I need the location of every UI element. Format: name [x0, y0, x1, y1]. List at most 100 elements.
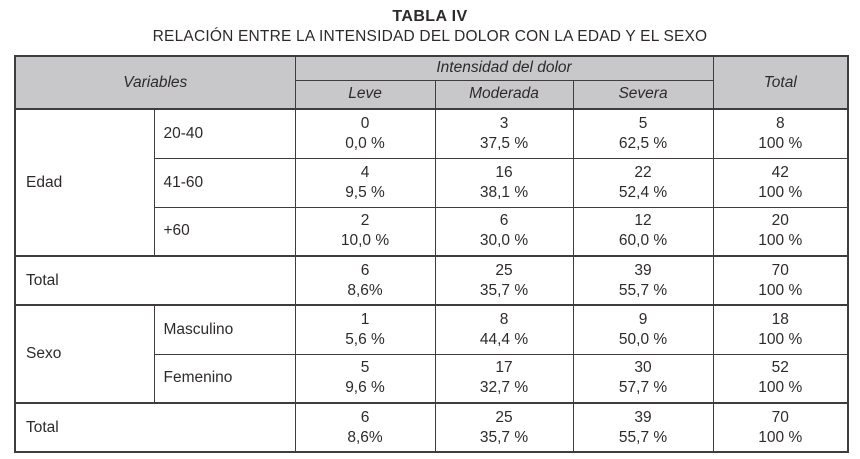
- percent-value: 55,7 %: [618, 428, 668, 446]
- data-cell-moderada: 3 37,5 %: [434, 108, 574, 159]
- count-value: 2: [360, 212, 370, 230]
- data-cell-moderada: 6 30,0 %: [434, 206, 574, 257]
- percent-value: 10,0 %: [340, 232, 390, 250]
- group-label-edad: Edad: [14, 108, 155, 257]
- count-value: 4: [360, 163, 370, 181]
- header-level-leve: Leve: [294, 79, 436, 110]
- percent-value: 57,7 %: [618, 379, 668, 397]
- data-cell-leve: 6 8,6%: [294, 402, 436, 453]
- count-value: 17: [495, 359, 513, 377]
- count-value: 6: [360, 408, 370, 426]
- total-row-label: Total: [14, 402, 296, 453]
- table-row-edad-60plus: +60 2 10,0 % 6 30,0 % 12 60,0 % 20 100 %: [15, 206, 849, 257]
- data-cell-total: 18 100 %: [712, 304, 849, 355]
- count-value: 8: [499, 310, 509, 328]
- data-cell-leve: 1 5,6 %: [294, 304, 436, 355]
- data-cell-total: 70 100 %: [712, 402, 849, 453]
- count-value: 30: [634, 359, 652, 377]
- table-row-total-edad: Total 6 8,6% 25 35,7 % 39 55,7 % 70 100 %: [14, 255, 849, 306]
- count-value: 9: [638, 310, 648, 328]
- percent-value: 100 %: [758, 428, 803, 446]
- data-cell-moderada: 25 35,7 %: [434, 255, 574, 306]
- data-cell-severa: 39 55,7 %: [572, 402, 714, 453]
- data-cell-leve: 4 9,5 %: [294, 157, 436, 208]
- data-cell-moderada: 25 35,7 %: [434, 402, 574, 453]
- header-level-severa: Severa: [572, 79, 714, 110]
- header-level-moderada: Moderada: [434, 79, 574, 110]
- percent-value: 32,7 %: [479, 379, 529, 397]
- data-cell-moderada: 8 44,4 %: [434, 304, 574, 355]
- count-value: 70: [771, 261, 789, 279]
- data-cell-severa: 5 62,5 %: [572, 108, 714, 159]
- percent-value: 8,6%: [347, 428, 383, 446]
- count-value: 6: [499, 212, 509, 230]
- data-cell-moderada: 17 32,7 %: [434, 353, 574, 404]
- table-subtitle: RELACIÓN ENTRE LA INTENSIDAD DEL DOLOR C…: [152, 28, 708, 45]
- count-value: 16: [495, 163, 513, 181]
- count-value: 3: [499, 114, 509, 132]
- data-cell-total: 52 100 %: [712, 353, 849, 404]
- percent-value: 35,7 %: [479, 281, 529, 299]
- crosstab-table: Variables Intensidad del dolor Total Lev…: [14, 55, 850, 453]
- category-cell-41-60: 41-60: [153, 157, 296, 208]
- total-row-label: Total: [14, 255, 296, 306]
- data-cell-total: 8 100 %: [712, 108, 849, 159]
- data-cell-severa: 12 60,0 %: [572, 206, 714, 257]
- header-row-levels: Leve Moderada Severa: [15, 79, 848, 110]
- data-cell-severa: 9 50,0 %: [572, 304, 714, 355]
- count-value: 5: [638, 114, 648, 132]
- percent-value: 60,0 %: [618, 232, 668, 250]
- category-cell-60plus: +60: [153, 206, 296, 257]
- table-row-edad-20-40: Edad 20-40 0 0,0 % 3 37,5 % 5 62,5 % 8 100 %: [14, 108, 849, 257]
- percent-value: 5,6 %: [345, 330, 385, 348]
- header-row-top: Variables Intensidad del dolor Total: [14, 55, 849, 110]
- count-value: 20: [771, 212, 789, 230]
- percent-value: 0,0 %: [345, 134, 385, 152]
- count-value: 12: [634, 212, 652, 230]
- count-value: 52: [771, 359, 789, 377]
- count-value: 1: [360, 310, 370, 328]
- count-value: 25: [495, 408, 513, 426]
- table-row-edad-41-60: 41-60 4 9,5 % 16 38,1 % 22 52,4 % 42 100 %: [15, 157, 849, 208]
- percent-value: 100 %: [758, 183, 803, 201]
- count-value: 0: [360, 114, 370, 132]
- data-cell-total: 42 100 %: [712, 157, 849, 208]
- count-value: 6: [360, 261, 370, 279]
- percent-value: 100 %: [758, 379, 803, 397]
- category-cell-femenino: Femenino: [153, 353, 296, 404]
- percent-value: 8,6%: [347, 281, 383, 299]
- count-value: 70: [771, 408, 789, 426]
- percent-value: 62,5 %: [618, 134, 668, 152]
- percent-value: 52,4 %: [618, 183, 668, 201]
- data-cell-leve: 2 10,0 %: [294, 206, 436, 257]
- data-cell-leve: 5 9,6 %: [294, 353, 436, 404]
- count-value: 25: [495, 261, 513, 279]
- table-row-total-sexo: Total 6 8,6% 25 35,7 % 39 55,7 % 70 100 %: [14, 402, 849, 453]
- header-total-column: Total: [712, 55, 849, 110]
- percent-value: 55,7 %: [618, 281, 668, 299]
- table-title: TABLA IV: [392, 8, 468, 25]
- data-cell-leve: 0 0,0 %: [294, 108, 436, 159]
- percent-value: 35,7 %: [479, 428, 529, 446]
- group-label-sexo: Sexo: [14, 304, 155, 404]
- data-cell-total: 20 100 %: [712, 206, 849, 257]
- count-value: 39: [634, 408, 652, 426]
- count-value: 5: [360, 359, 370, 377]
- percent-value: 100 %: [758, 134, 803, 152]
- count-value: 8: [775, 114, 785, 132]
- percent-value: 9,5 %: [345, 183, 385, 201]
- data-cell-leve: 6 8,6%: [294, 255, 436, 306]
- percent-value: 9,6 %: [345, 379, 385, 397]
- header-intensity-group: Intensidad del dolor: [294, 55, 714, 81]
- percent-value: 38,1 %: [479, 183, 529, 201]
- data-cell-total: 70 100 %: [712, 255, 849, 306]
- data-cell-moderada: 16 38,1 %: [434, 157, 574, 208]
- header-variables: Variables: [14, 55, 296, 110]
- category-cell-20-40: 20-40: [153, 108, 296, 159]
- count-value: 39: [634, 261, 652, 279]
- percent-value: 44,4 %: [479, 330, 529, 348]
- data-cell-severa: 30 57,7 %: [572, 353, 714, 404]
- category-cell-masculino: Masculino: [153, 304, 296, 355]
- count-value: 42: [771, 163, 789, 181]
- count-value: 18: [771, 310, 789, 328]
